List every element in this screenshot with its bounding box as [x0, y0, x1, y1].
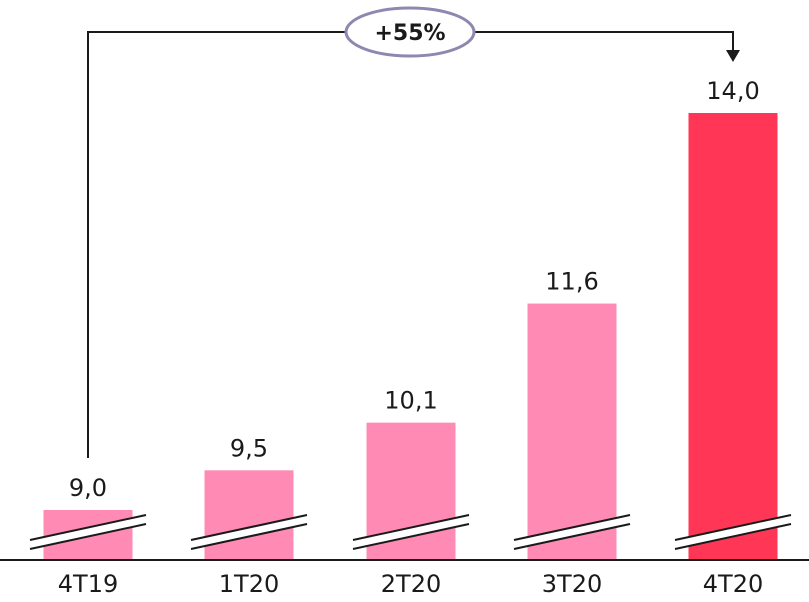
- tick-label-4T20: 4T20: [703, 570, 763, 598]
- tick-label-1T20: 1T20: [219, 570, 279, 598]
- value-label-3T20: 11,6: [545, 268, 598, 296]
- axis-break-2T20: [352, 514, 470, 550]
- x-axis-tick-labels: 4T19 1T20 2T20 3T20 4T20: [58, 570, 763, 598]
- bar-1T20: [204, 470, 294, 560]
- tick-label-4T19: 4T19: [58, 570, 118, 598]
- axis-break-marks: [29, 514, 792, 550]
- axis-break-4T19: [29, 514, 147, 550]
- value-label-4T19: 9,0: [69, 474, 107, 502]
- growth-badge-outline: [344, 6, 476, 58]
- axis-break-4T20: [674, 514, 792, 550]
- arrow-down-icon: [726, 50, 740, 62]
- value-labels-group: 9,0 9,5 10,1 11,6 14,0: [69, 77, 760, 502]
- bar-4T20: [688, 113, 778, 560]
- tick-label-2T20: 2T20: [381, 570, 441, 598]
- bars-group: [43, 113, 778, 560]
- growth-badge-label: +55%: [374, 21, 445, 46]
- tick-label-3T20: 3T20: [542, 570, 602, 598]
- axis-break-3T20: [513, 514, 631, 550]
- value-label-2T20: 10,1: [384, 387, 437, 415]
- value-label-4T20: 14,0: [706, 77, 759, 105]
- bar-3T20: [527, 303, 617, 560]
- growth-badge: +55%: [344, 6, 476, 58]
- axis-break-1T20: [190, 514, 308, 550]
- value-label-1T20: 9,5: [230, 434, 268, 462]
